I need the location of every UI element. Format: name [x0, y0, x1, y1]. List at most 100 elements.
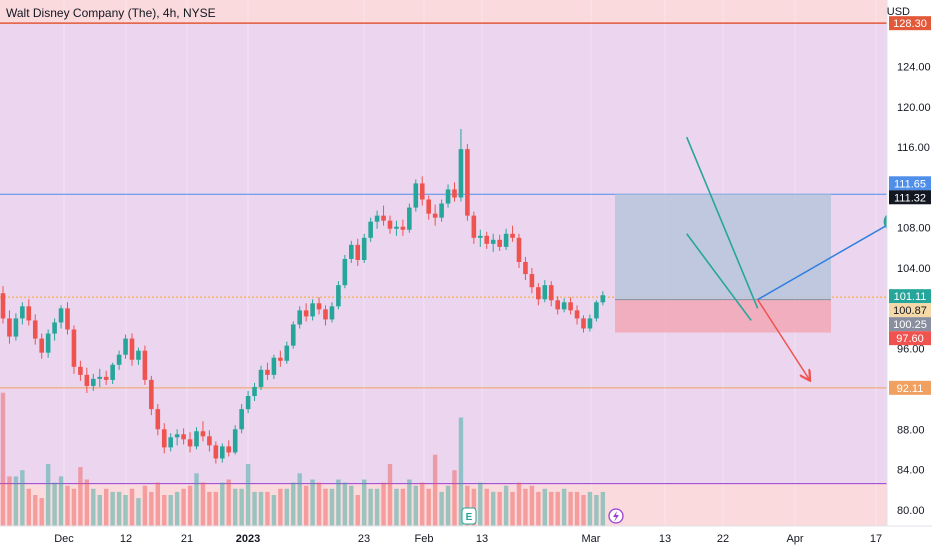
volume-bar	[445, 485, 451, 526]
price-label-box-resistance	[889, 16, 931, 31]
volume-bar	[239, 488, 244, 526]
volume-bar	[594, 495, 599, 526]
candle	[490, 233, 496, 252]
y-tick-label: 116.00	[897, 142, 930, 154]
candle	[303, 303, 309, 322]
candle-body	[116, 354, 122, 365]
volume-bar	[297, 473, 302, 526]
price-label-target-line: 111.32	[894, 192, 926, 204]
candle-body	[587, 318, 593, 329]
volume-bar	[65, 485, 70, 526]
candle	[452, 182, 457, 202]
candle	[13, 313, 19, 341]
candle	[523, 256, 528, 281]
candle-body	[200, 431, 206, 437]
volume-bar	[381, 482, 386, 526]
volume-bar	[187, 485, 193, 526]
volume-bar	[349, 485, 354, 526]
candle-body	[52, 322, 57, 334]
price-axis-bg	[887, 0, 932, 526]
candle	[368, 217, 373, 242]
wedge-lower-line	[686, 233, 752, 321]
candle	[361, 233, 367, 263]
candle	[207, 430, 212, 452]
x-tick-label: 13	[476, 533, 488, 545]
candle	[439, 199, 444, 222]
candle-body	[0, 293, 6, 319]
y-tick-label: 80.00	[897, 505, 925, 517]
candle	[413, 179, 419, 212]
volume-bar	[20, 470, 25, 526]
volume-bar	[529, 485, 535, 526]
candle	[123, 334, 128, 359]
candle-body	[568, 302, 573, 311]
currency-label: USD	[886, 6, 910, 18]
candle-body	[374, 215, 380, 222]
candle-body	[26, 306, 32, 321]
volume-bar	[581, 495, 586, 526]
y-tick-label: 124.00	[897, 62, 931, 74]
volume-bar	[291, 482, 296, 526]
candle	[484, 231, 490, 249]
candle	[226, 440, 232, 457]
candle	[445, 184, 451, 208]
candle	[290, 321, 296, 349]
candle-body	[458, 149, 464, 198]
volume-bar	[265, 491, 270, 526]
candle-body	[497, 239, 502, 247]
candle	[7, 310, 12, 344]
candle	[355, 238, 361, 267]
volume-bar	[549, 491, 554, 526]
candle	[284, 341, 290, 364]
volume-bar	[181, 488, 186, 526]
volume-bar	[484, 488, 489, 526]
candle-body	[129, 338, 135, 360]
candle-body	[574, 310, 580, 319]
volume-bar	[200, 482, 206, 526]
symbol-title[interactable]: Walt Disney Company (The), 4h, NYSE	[6, 6, 216, 20]
candle-body	[194, 431, 199, 447]
candle	[349, 240, 354, 263]
price-label-support: 92.11	[897, 383, 924, 395]
candle-body	[452, 189, 457, 198]
candle-body	[71, 329, 77, 367]
candle	[161, 423, 167, 454]
candle	[168, 433, 173, 452]
volume-bar	[561, 488, 567, 526]
volume-bar	[39, 498, 44, 526]
candle	[220, 443, 225, 463]
x-tick-label: Apr	[786, 533, 803, 545]
candle	[458, 128, 464, 202]
price-label-box-target	[889, 176, 931, 191]
candle-body	[174, 434, 180, 438]
volume-bar	[271, 495, 277, 526]
candle	[129, 333, 135, 366]
volume-bar	[497, 491, 502, 526]
volume-bar	[149, 491, 154, 526]
volume-bar	[71, 488, 77, 526]
volume-bar	[97, 495, 102, 526]
volume-bar	[574, 491, 580, 526]
candle-body	[161, 429, 167, 448]
candle-body	[271, 357, 277, 375]
candle-body	[523, 261, 528, 275]
volume-bar	[207, 491, 212, 526]
candle-body	[310, 303, 315, 317]
price-label-resistance: 128.30	[893, 18, 927, 30]
volume-bar	[52, 482, 57, 526]
volume-bar	[387, 464, 393, 526]
candle	[97, 368, 103, 387]
candle-body	[471, 215, 477, 238]
candle	[155, 404, 161, 436]
candle	[471, 211, 477, 244]
candle	[323, 305, 328, 326]
candle	[529, 268, 535, 294]
candle-body	[239, 409, 244, 430]
x-tick-label: 12	[120, 533, 132, 545]
volume-bar	[458, 417, 464, 526]
x-tick-label: 23	[358, 533, 370, 545]
candle-body	[149, 379, 154, 410]
volume-bar	[542, 488, 547, 526]
candle-body	[97, 376, 103, 379]
